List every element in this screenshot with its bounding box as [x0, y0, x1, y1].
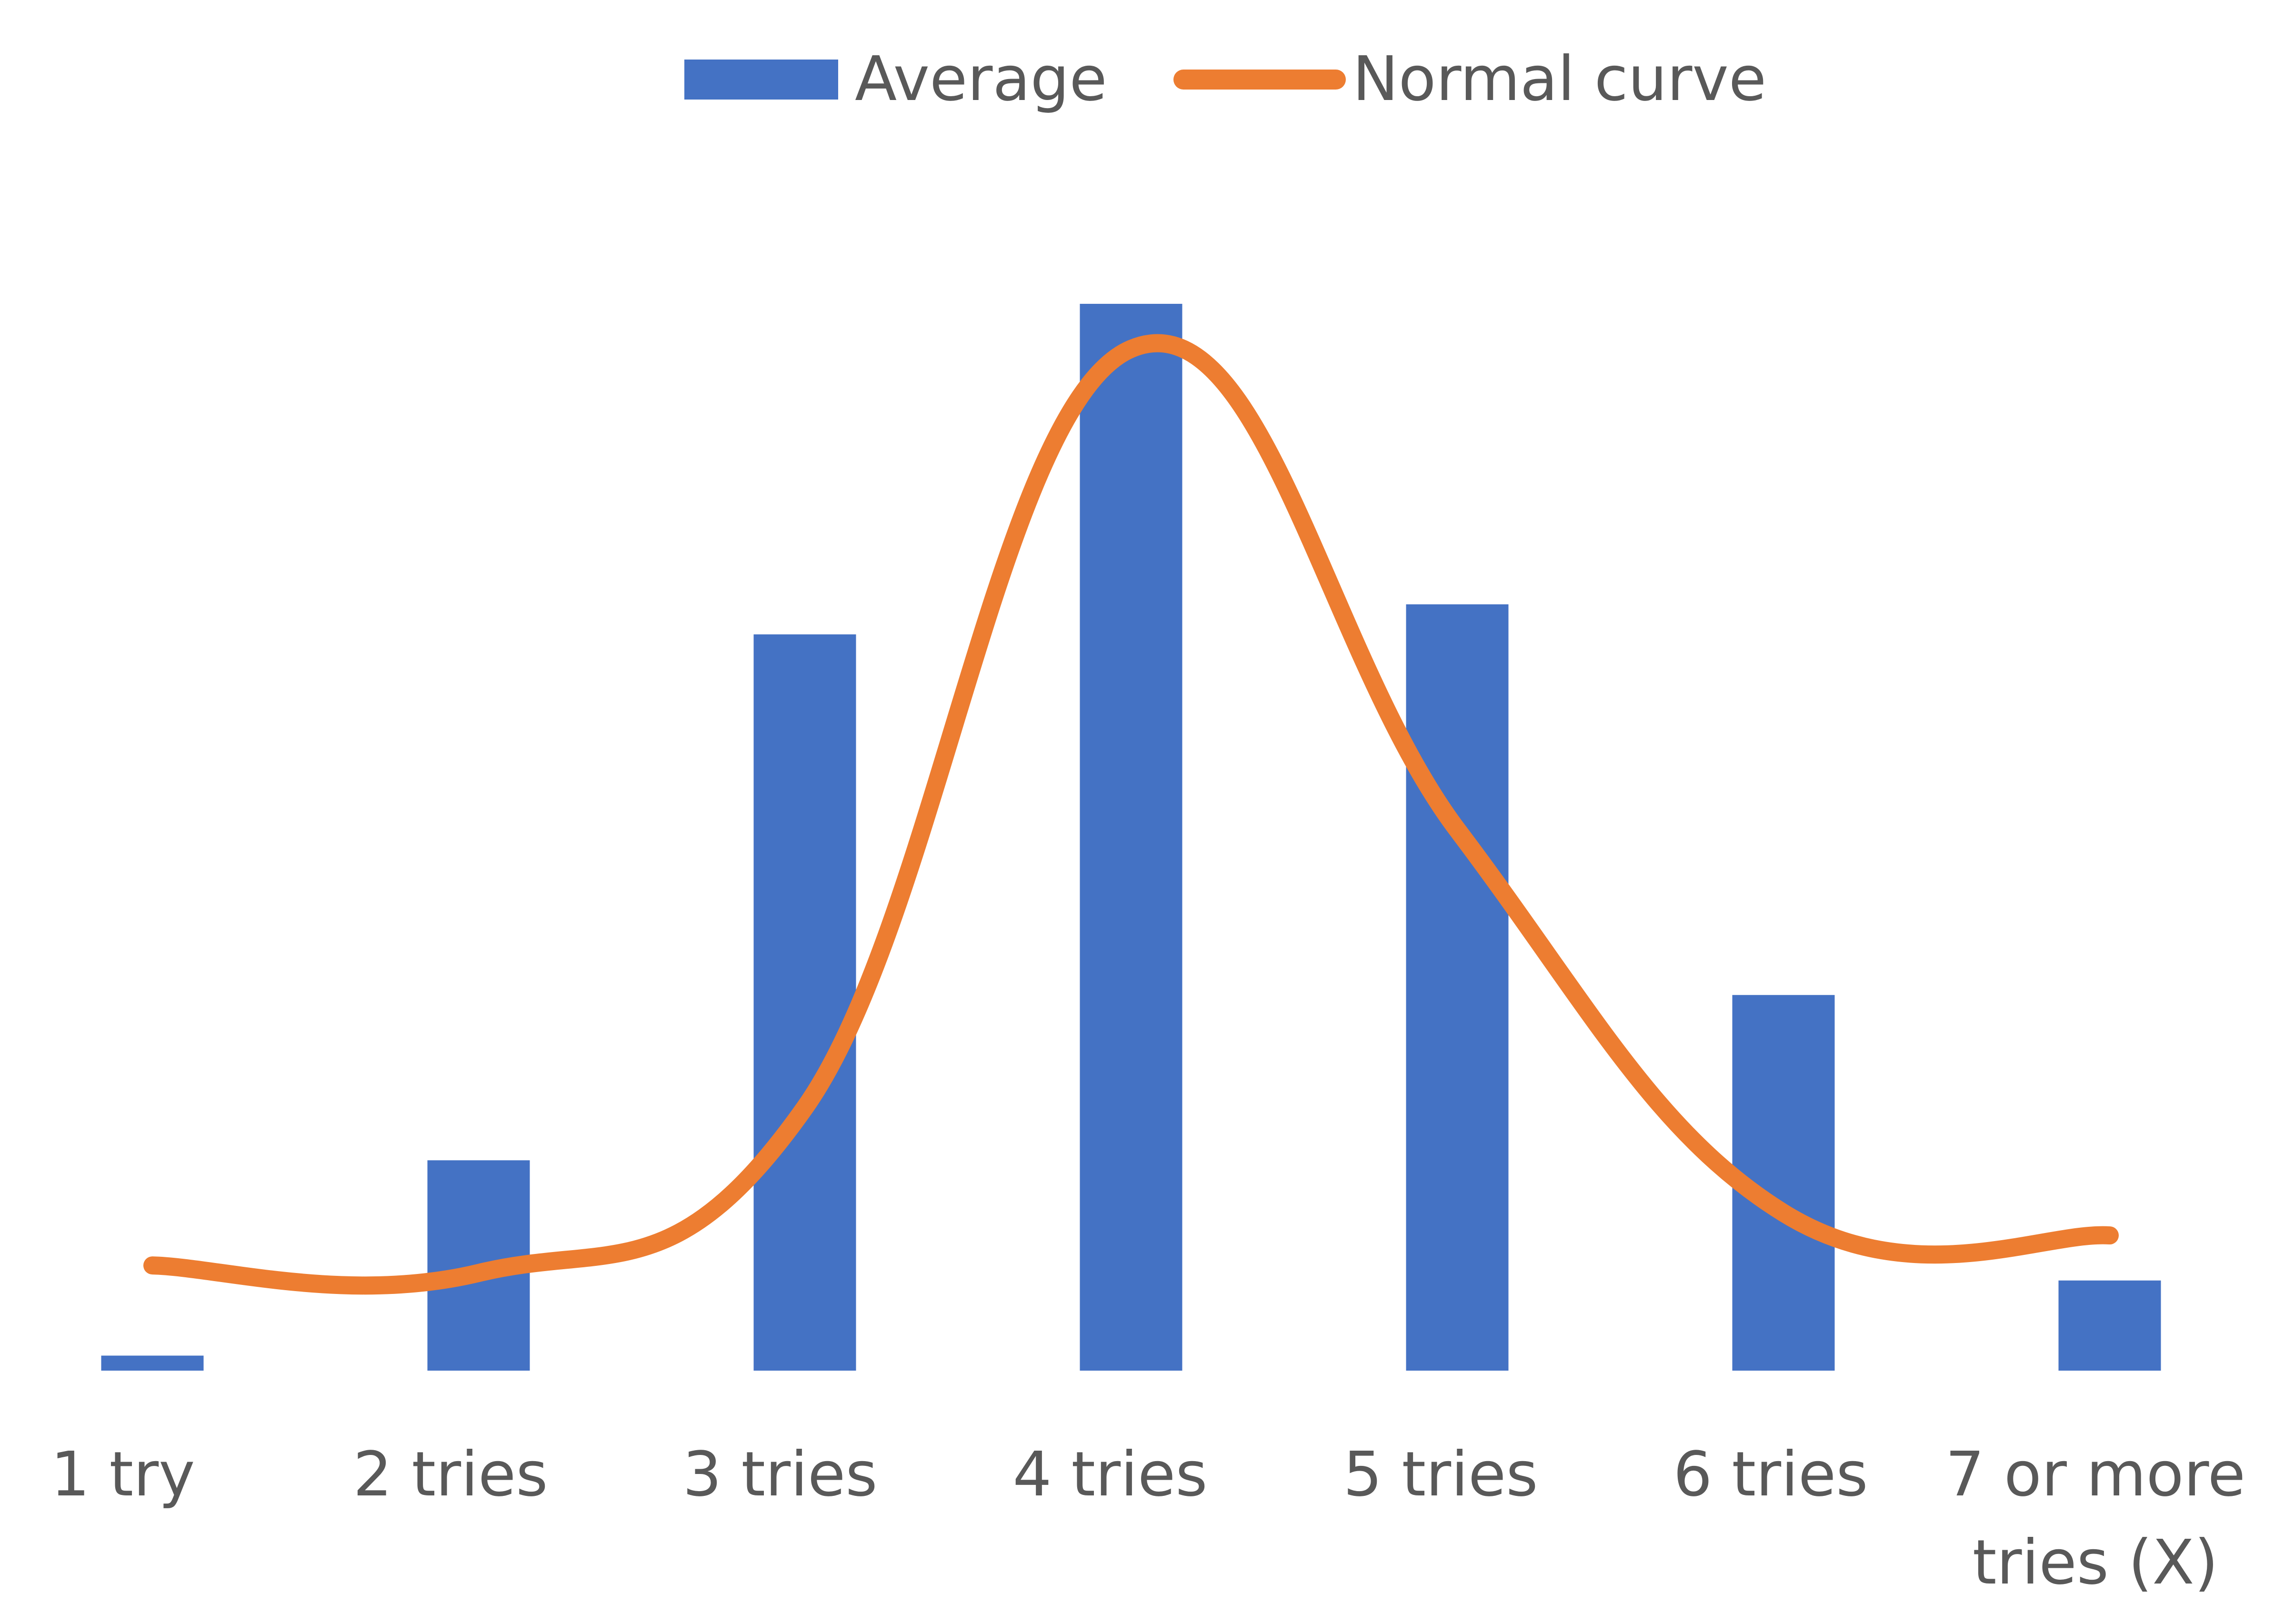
bar-series-average: [101, 303, 2161, 1371]
x-tick-label-line: tries (X): [1973, 1527, 2218, 1598]
legend-item-normal-curve: Normal curve: [1173, 43, 1766, 115]
x-tick-label-2: 2 tries: [353, 1439, 548, 1510]
x-tick-label-5: 5 tries: [1343, 1439, 1538, 1510]
normal-curve-line: [143, 334, 2119, 1295]
x-tick-label-3: 3 tries: [682, 1439, 877, 1510]
bar-1: [101, 1355, 204, 1371]
x-axis-tick-labels: 1 try 2 tries 3 tries 4 tries 5 tries 6 tries…: [50, 1439, 2245, 1598]
bar-7: [2058, 1280, 2161, 1371]
legend: Average Normal curve: [684, 43, 1766, 115]
x-tick-label-line: 3 tries: [682, 1439, 877, 1510]
x-tick-label-1: 1 try: [50, 1439, 195, 1510]
legend-label-average: Average: [855, 43, 1107, 115]
x-tick-label-line: 1 try: [50, 1439, 195, 1510]
bar-3: [753, 634, 856, 1371]
x-tick-label-4: 4 tries: [1012, 1439, 1207, 1510]
x-tick-label-line: 6 tries: [1673, 1439, 1868, 1510]
legend-swatch-average: [684, 60, 838, 100]
x-tick-label-7: 7 or more tries (X): [1945, 1439, 2245, 1598]
x-tick-label-line: 2 tries: [353, 1439, 548, 1510]
x-tick-label-line: 7 or more: [1945, 1439, 2245, 1510]
legend-label-normal-curve: Normal curve: [1352, 43, 1766, 115]
legend-item-average: Average: [684, 43, 1107, 115]
x-tick-label-line: 4 tries: [1012, 1439, 1207, 1510]
line-series-normal-curve: [143, 334, 2119, 1295]
bar-5: [1406, 604, 1509, 1371]
x-tick-label-line: 5 tries: [1343, 1439, 1538, 1510]
x-tick-label-6: 6 tries: [1673, 1439, 1868, 1510]
bar-4: [1080, 303, 1182, 1371]
